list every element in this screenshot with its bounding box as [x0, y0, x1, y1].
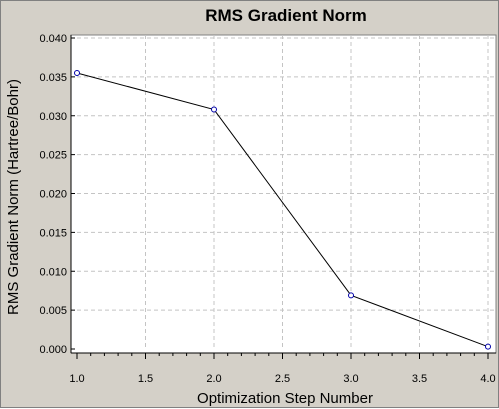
x-tick-label: 3.0: [343, 373, 358, 385]
series: [74, 69, 491, 350]
y-tick-label: 0.015: [39, 227, 67, 239]
axes: [70, 35, 496, 359]
y-tick-label: 0.030: [39, 111, 67, 123]
data-point: [348, 292, 354, 299]
y-tick-label: 0.025: [39, 150, 67, 162]
y-tick-label: 0.005: [39, 305, 67, 317]
y-tick-label: 0.020: [39, 189, 67, 201]
y-tick-label: 0.035: [39, 72, 67, 84]
chart-title: RMS Gradient Norm: [205, 6, 367, 25]
x-tick-label: 1.0: [69, 373, 84, 385]
y-tick-label: 0.040: [39, 33, 67, 45]
x-tick-label: 2.0: [206, 373, 221, 385]
tick-labels: 0.000 0.005 0.010 0.015 0.020 0.025 0.030 0.035…: [39, 33, 495, 385]
x-axis-label: Optimization Step Number: [197, 390, 373, 407]
data-point: [485, 343, 491, 350]
series-line: [76, 72, 489, 348]
x-tick-label: 1.5: [138, 373, 153, 385]
y-tick-label: 0.000: [39, 344, 67, 356]
x-tick-label: 2.5: [275, 373, 290, 385]
data-point: [74, 69, 80, 76]
y-axis-label: RMS Gradient Norm (Hartree/Bohr): [5, 79, 22, 315]
x-tick-label: 4.0: [480, 373, 495, 385]
y-tick-label: 0.010: [39, 266, 67, 278]
x-tick-label: 3.5: [412, 373, 427, 385]
data-point: [211, 106, 217, 113]
grid: [77, 35, 496, 349]
